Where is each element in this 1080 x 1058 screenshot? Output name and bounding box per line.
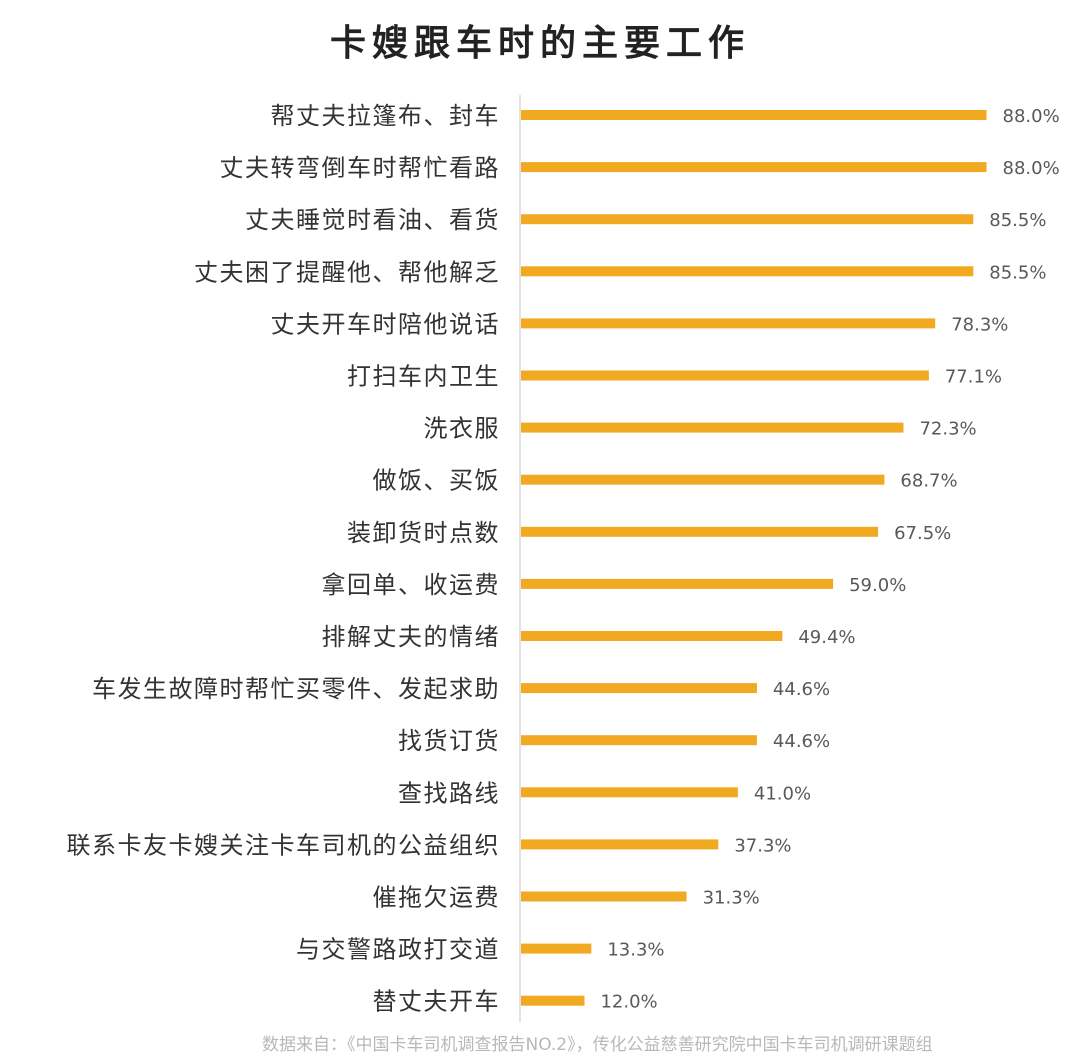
category-label: 车发生故障时帮忙买零件、发起求助 xyxy=(92,675,500,703)
value-label: 88.0% xyxy=(1003,106,1060,127)
value-label: 78.3% xyxy=(951,314,1008,335)
category-label: 做饭、买饭 xyxy=(373,467,501,495)
value-label: 68.7% xyxy=(900,471,957,492)
category-label: 替丈夫开车 xyxy=(373,988,501,1016)
category-label: 丈夫开车时陪他说话 xyxy=(271,310,501,338)
bar xyxy=(521,891,687,902)
value-label: 88.0% xyxy=(1003,158,1060,179)
bar xyxy=(521,839,719,850)
bar xyxy=(521,631,783,641)
bar xyxy=(521,526,879,537)
category-label: 丈夫睡觉时看油、看货 xyxy=(245,206,500,234)
category-label: 查找路线 xyxy=(398,779,500,807)
category-label: 拿回单、收运费 xyxy=(322,571,501,599)
bar xyxy=(521,318,936,329)
value-label: 12.0% xyxy=(600,992,657,1013)
bar xyxy=(521,995,585,1006)
category-label: 洗衣服 xyxy=(424,415,501,443)
value-label: 77.1% xyxy=(945,367,1002,388)
bar xyxy=(521,110,987,120)
bar xyxy=(521,266,974,277)
chart-title: 卡嫂跟车时的主要工作 xyxy=(329,23,750,64)
bars-group: 帮丈夫拉篷布、封车 88.0% 丈夫转弯倒车时帮忙看路 88.0% 丈夫睡觉时看油、看货… xyxy=(67,102,1060,1016)
source-note: 数据来自：《中国卡车司机调查报告NO.2》，传化公益慈善研究院中国卡车司机调研课… xyxy=(262,1035,933,1055)
value-label: 44.6% xyxy=(773,731,830,752)
value-label: 85.5% xyxy=(989,262,1046,283)
value-label: 44.6% xyxy=(773,679,830,700)
value-label: 72.3% xyxy=(919,419,976,440)
value-label: 49.4% xyxy=(798,627,855,648)
category-label: 与交警路政打交道 xyxy=(296,936,500,964)
value-label: 41.0% xyxy=(754,783,811,804)
category-label: 打扫车内卫生 xyxy=(347,363,500,391)
bar xyxy=(521,214,974,225)
category-label: 丈夫转弯倒车时帮忙看路 xyxy=(220,154,501,182)
value-label: 31.3% xyxy=(703,888,760,909)
bar xyxy=(521,578,834,589)
bar xyxy=(521,735,757,746)
bar xyxy=(521,787,738,798)
bar xyxy=(521,474,885,485)
bar xyxy=(521,683,757,694)
bar xyxy=(521,162,987,173)
category-label: 帮丈夫拉篷布、封车 xyxy=(271,102,501,130)
category-label: 联系卡友卡嫂关注卡车司机的公益组织 xyxy=(67,831,501,859)
bar xyxy=(521,370,929,381)
category-label: 催拖欠运费 xyxy=(373,884,501,912)
category-label: 丈夫困了提醒他、帮他解乏 xyxy=(194,258,500,286)
value-label: 85.5% xyxy=(989,210,1046,231)
value-label: 13.3% xyxy=(607,940,664,961)
category-label: 装卸货时点数 xyxy=(347,519,500,547)
category-label: 排解丈夫的情绪 xyxy=(322,623,501,651)
category-label: 找货订货 xyxy=(398,727,500,755)
value-label: 37.3% xyxy=(734,835,791,856)
value-label: 59.0% xyxy=(849,575,906,596)
bar xyxy=(521,943,592,954)
bar xyxy=(521,422,904,433)
value-label: 67.5% xyxy=(894,523,951,544)
